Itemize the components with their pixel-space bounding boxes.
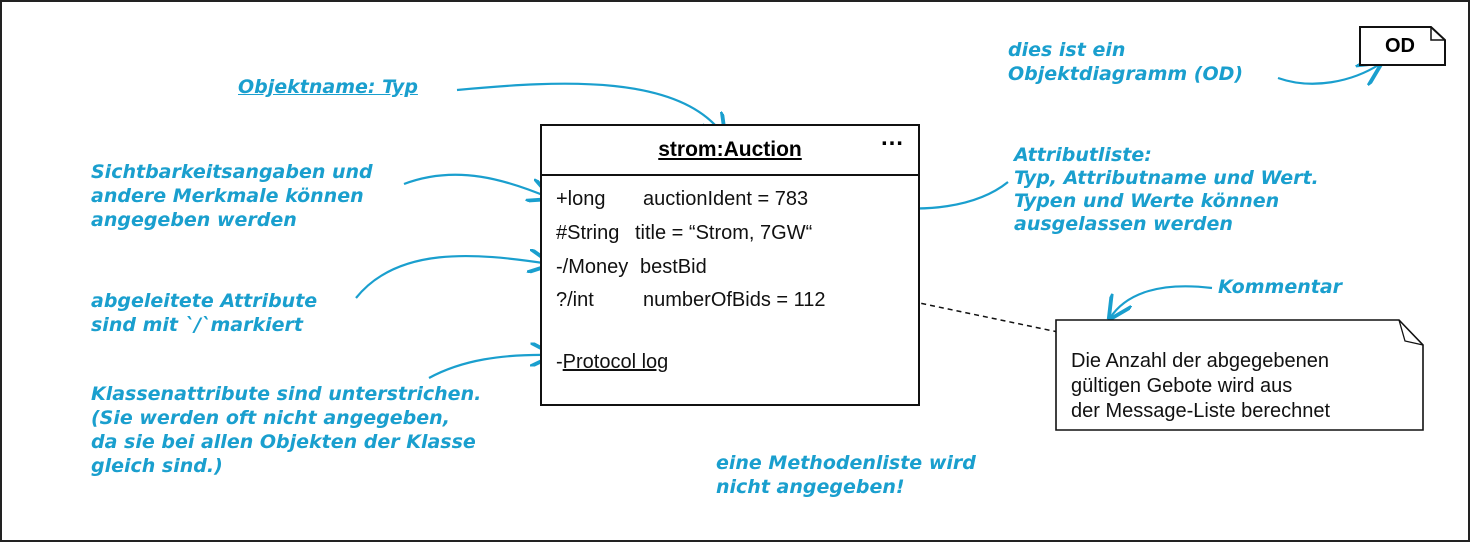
attribute-name-value: title = “Strom, 7GW“ — [635, 222, 813, 244]
annotation-sichtbarkeit: Sichtbarkeitsangaben und andere Merkmale… — [91, 160, 373, 232]
comment-text: Die Anzahl der abgegebenen gültigen Gebo… — [1071, 349, 1330, 424]
annotation-line: Sichtbarkeitsangaben und — [91, 161, 373, 183]
arrow-klassenattribute — [428, 355, 552, 379]
arrow-abgeleitet — [355, 256, 550, 299]
annotation-line: dies ist ein — [1008, 39, 1126, 61]
comment-line: gültigen Gebote wird aus — [1071, 375, 1293, 397]
annotation-abgeleitet: abgeleitete Attribute sind mit `/`markie… — [91, 289, 317, 337]
attribute-visibility-type: #String — [556, 222, 620, 244]
annotation-line: gleich sind.) — [91, 455, 223, 477]
comment-line: der Message-Liste berechnet — [1071, 400, 1331, 422]
annotation-line: (Sie werden oft nicht angegeben, — [91, 407, 450, 429]
arrow-kommentar — [1110, 285, 1213, 318]
annotation-line: Typ, Attributname und Wert. — [1014, 167, 1319, 189]
annotation-line: Typen und Werte können — [1014, 190, 1280, 212]
annotation-attributliste: Attributliste: Typ, Attributname und Wer… — [1014, 144, 1319, 236]
class-attribute-prefix: - — [556, 351, 563, 373]
more-indicator: … — [880, 124, 906, 151]
annotation-line: ausgelassen werden — [1014, 213, 1233, 235]
annotation-objektname: Objektname: Typ — [238, 76, 418, 98]
attribute-name-value: bestBid — [640, 256, 707, 278]
annotation-line: abgeleitete Attribute — [91, 290, 318, 312]
annotation-line: sind mit `/`markiert — [91, 314, 303, 336]
note-shape-icon — [1055, 319, 1424, 431]
attribute-visibility-type: -/Money — [556, 256, 629, 278]
attribute-visibility-type: ?/int — [556, 289, 594, 311]
annotation-klassenattribute: Klassenattribute sind unterstrichen. (Si… — [91, 382, 481, 478]
class-attribute-text: Protocol log — [562, 351, 669, 373]
annotation-kommentar: Kommentar — [1218, 276, 1343, 298]
comment-note: Die Anzahl der abgegebenen gültigen Gebo… — [1055, 319, 1425, 431]
attribute-name-value: auctionIdent = 783 — [643, 188, 809, 210]
object-header: strom:Auction … — [542, 124, 918, 176]
annotation-line: da sie bei allen Objekten der Klasse — [91, 431, 476, 453]
attribute-row: #String title = “Strom, 7GW“ — [556, 222, 812, 245]
annotation-line: andere Merkmale können — [91, 185, 364, 207]
diagram-type-label: OD — [1385, 35, 1415, 57]
object-box: strom:Auction … +long auctionIdent = 783… — [540, 124, 920, 406]
tag-shape-icon — [1359, 26, 1446, 66]
comment-line: Die Anzahl der abgegebenen — [1071, 350, 1329, 372]
attribute-row: -/Money bestBid — [556, 256, 707, 279]
annotation-line: nicht angegeben! — [716, 476, 905, 498]
arrow-od — [1277, 64, 1380, 84]
attribute-row: +long auctionIdent = 783 — [556, 188, 808, 211]
attribute-name-value: numberOfBids = 112 — [643, 289, 826, 311]
annotation-line: eine Methodenliste wird — [716, 452, 976, 474]
attribute-visibility-type: +long — [556, 188, 606, 210]
annotation-line: angegeben werden — [91, 209, 297, 231]
class-attribute-row: -Protocol log — [556, 351, 668, 374]
annotation-methodenliste: eine Methodenliste wird nicht angegeben! — [716, 451, 976, 499]
object-title: strom:Auction — [658, 138, 802, 161]
attribute-row: ?/int numberOfBids = 112 — [556, 289, 826, 312]
annotation-line: Objektdiagramm (OD) — [1008, 63, 1244, 85]
diagram-type-tag: OD — [1359, 26, 1447, 66]
annotation-line: Klassenattribute sind unterstrichen. — [91, 383, 482, 405]
arrow-sichtbarkeit — [403, 173, 550, 198]
annotation-od-hint: dies ist ein Objektdiagramm (OD) — [1008, 38, 1243, 86]
annotation-line: Attributliste: — [1014, 144, 1152, 166]
